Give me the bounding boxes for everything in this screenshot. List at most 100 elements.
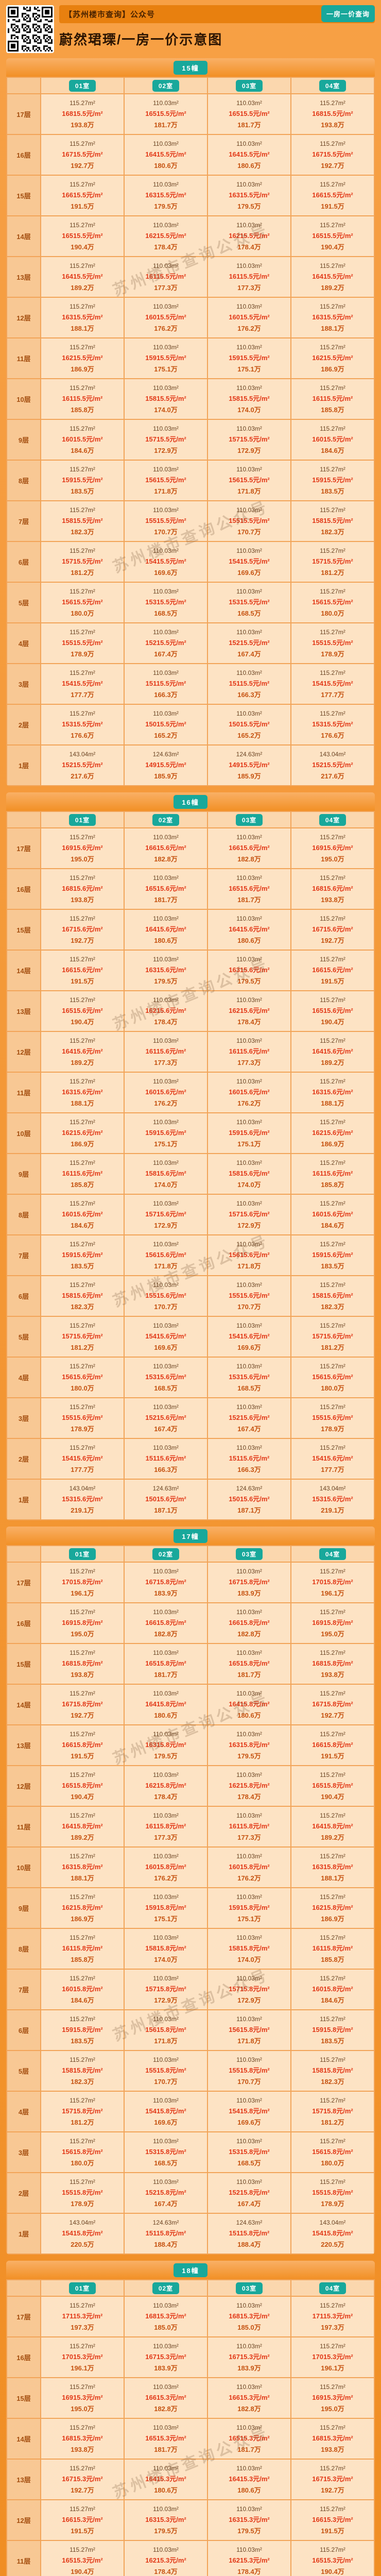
unit-area: 110.03m² — [236, 1893, 262, 1901]
room-name-badge: 02室 — [152, 1548, 180, 1560]
unit-price: 16115.6元/m² — [62, 1169, 103, 1177]
price-cell: 110.03m² 15915.6元/m² 175.1万 — [208, 1113, 290, 1153]
unit-price: 16215.3元/m² — [145, 2556, 186, 2564]
floor-label: 14层 — [7, 951, 40, 990]
total-price: 185.8万 — [71, 1955, 94, 1963]
price-cell: 115.27m² 16415.8元/m² 189.2万 — [41, 1807, 124, 1846]
floor-row: 1层 143.04m² 15215.5元/m² 217.6万 124.63m² 14915… — [7, 745, 374, 785]
floor-row: 16层 115.27m² 16715.5元/m² 192.7万 110.03m² 1641… — [7, 135, 374, 175]
floor-row: 14层 115.27m² 16515.5元/m² 190.4万 110.03m² 1621… — [7, 216, 374, 256]
unit-area: 143.04m² — [69, 2218, 96, 2226]
unit-price: 16015.6元/m² — [229, 1088, 270, 1096]
floor-label: 8层 — [7, 1929, 40, 1969]
total-price: 196.1万 — [71, 1589, 94, 1597]
total-price: 175.1万 — [154, 1914, 178, 1923]
floor-row: 10层 115.27m² 16215.6元/m² 186.9万 110.03m² 1591… — [7, 1113, 374, 1153]
price-cell: 110.03m² 16615.8元/m² 182.8万 — [125, 1603, 207, 1643]
unit-price: 16215.3元/m² — [229, 2556, 270, 2564]
unit-price: 15915.5元/m² — [145, 353, 186, 362]
floor-label: 3层 — [7, 664, 40, 704]
unit-area: 110.03m² — [153, 587, 179, 595]
price-cell: 115.27m² 16615.8元/m² 191.5万 — [41, 1725, 124, 1765]
total-price: 196.1万 — [321, 2364, 344, 2372]
unit-area: 115.27m² — [70, 1974, 95, 1982]
qr-code-canvas — [8, 7, 53, 52]
price-cell: 143.04m² 15315.6元/m² 219.1万 — [41, 1480, 124, 1519]
unit-price: 16515.5元/m² — [312, 231, 353, 240]
price-cell: 110.03m² 16615.3元/m² 182.8万 — [208, 2378, 290, 2418]
unit-area: 124.63m² — [236, 750, 263, 758]
total-price: 192.7万 — [321, 1711, 344, 1719]
total-price: 186.9万 — [71, 1140, 94, 1148]
room-header: 02室 — [125, 78, 207, 93]
unit-price: 16215.5元/m² — [145, 231, 186, 240]
unit-price: 16715.5元/m² — [312, 150, 353, 158]
unit-area: 143.04m² — [69, 750, 96, 758]
unit-area: 110.03m² — [236, 2342, 262, 2350]
total-price: 171.8万 — [154, 2037, 178, 2045]
unit-price: 15415.8元/m² — [312, 2229, 353, 2237]
total-price: 191.5万 — [71, 202, 94, 210]
price-cell: 115.27m² 15915.8元/m² 183.5万 — [41, 2010, 124, 2050]
price-cell: 115.27m² 16715.8元/m² 192.7万 — [291, 1685, 374, 1724]
total-price: 188.1万 — [321, 324, 344, 332]
floor-label: 15层 — [7, 2378, 40, 2418]
total-price: 183.9万 — [154, 2364, 178, 2372]
total-price: 167.4万 — [154, 2199, 178, 2208]
unit-price: 16015.8元/m² — [62, 1985, 103, 1993]
price-cell: 110.03m² 16515.6元/m² 181.7万 — [208, 869, 290, 909]
unit-area: 115.27m² — [70, 384, 95, 392]
total-price: 168.5万 — [154, 609, 178, 617]
price-cell: 115.27m² 16515.5元/m² 190.4万 — [41, 216, 124, 256]
price-cell: 115.27m² 16115.8元/m² 185.8万 — [291, 1929, 374, 1969]
price-cell: 115.27m² 16715.5元/m² 192.7万 — [291, 135, 374, 175]
unit-price: 16015.5元/m² — [145, 313, 186, 321]
building-section: 18幢 01室 02室 03室 04室 17层 115.27m² 17115.3元/m² 197… — [6, 2261, 375, 2576]
total-price: 181.2万 — [71, 2118, 94, 2126]
total-price: 184.6万 — [71, 1996, 94, 2004]
price-cell: 115.27m² 16315.5元/m² 188.1万 — [291, 298, 374, 337]
price-cell: 115.27m² 16515.3元/m² 190.4万 — [291, 2541, 374, 2576]
price-cell: 124.63m² 14915.5元/m² 185.9万 — [208, 745, 290, 785]
total-price: 172.9万 — [237, 446, 261, 454]
total-price: 177.3万 — [237, 283, 261, 292]
unit-price: 15715.5元/m² — [62, 557, 103, 565]
unit-price: 16315.8元/m² — [312, 1862, 353, 1871]
room-name-badge: 03室 — [235, 1548, 263, 1560]
unit-price: 16715.5元/m² — [62, 150, 103, 158]
price-cell: 124.63m² 15015.6元/m² 187.1万 — [125, 1480, 207, 1519]
floor-row: 9层 115.27m² 16215.8元/m² 186.9万 110.03m² 15915… — [7, 1888, 374, 1928]
total-price: 176.2万 — [154, 1874, 178, 1882]
total-price: 182.8万 — [154, 1630, 178, 1638]
unit-area: 115.27m² — [320, 221, 345, 229]
price-cell: 115.27m² 16015.5元/m² 184.6万 — [41, 420, 124, 460]
unit-price: 15415.5元/m² — [312, 679, 353, 687]
price-cell: 115.27m² 16615.5元/m² 191.5万 — [291, 176, 374, 215]
floor-row: 1层 143.04m² 15415.8元/m² 220.5万 124.63m² 15115… — [7, 2214, 374, 2253]
unit-area: 110.03m² — [236, 262, 262, 269]
unit-area: 115.27m² — [70, 1037, 95, 1044]
unit-area: 110.03m² — [153, 628, 179, 636]
floor-label: 11层 — [7, 1073, 40, 1112]
unit-area: 110.03m² — [236, 2464, 262, 2472]
price-cell: 115.27m² 16515.3元/m² 190.4万 — [41, 2541, 124, 2576]
price-cell: 110.03m² 16315.5元/m² 179.5万 — [125, 176, 207, 215]
total-price: 167.4万 — [154, 1425, 178, 1433]
price-cell: 110.03m² 15715.8元/m² 172.9万 — [125, 1970, 207, 2009]
total-price: 180.6万 — [237, 936, 261, 944]
unit-price: 16815.8元/m² — [62, 1659, 103, 1667]
price-cell: 115.27m² 16615.3元/m² 191.5万 — [41, 2500, 124, 2540]
unit-area: 115.27m² — [320, 1730, 345, 1738]
total-price: 195.0万 — [71, 2404, 94, 2413]
floor-label: 12层 — [7, 2500, 40, 2540]
total-price: 180.0万 — [321, 2159, 344, 2167]
unit-price: 15715.8元/m² — [312, 2107, 353, 2115]
unit-price: 16715.6元/m² — [312, 925, 353, 933]
price-cell: 115.27m² 16415.5元/m² 189.2万 — [41, 257, 124, 297]
unit-area: 110.03m² — [153, 1037, 179, 1044]
unit-price: 15415.6元/m² — [229, 1332, 270, 1340]
total-price: 191.5万 — [71, 977, 94, 985]
floor-row: 3层 115.27m² 15415.5元/m² 177.7万 110.03m² 15115… — [7, 664, 374, 704]
unit-area: 115.27m² — [320, 2546, 345, 2553]
unit-area: 115.27m² — [320, 955, 345, 963]
